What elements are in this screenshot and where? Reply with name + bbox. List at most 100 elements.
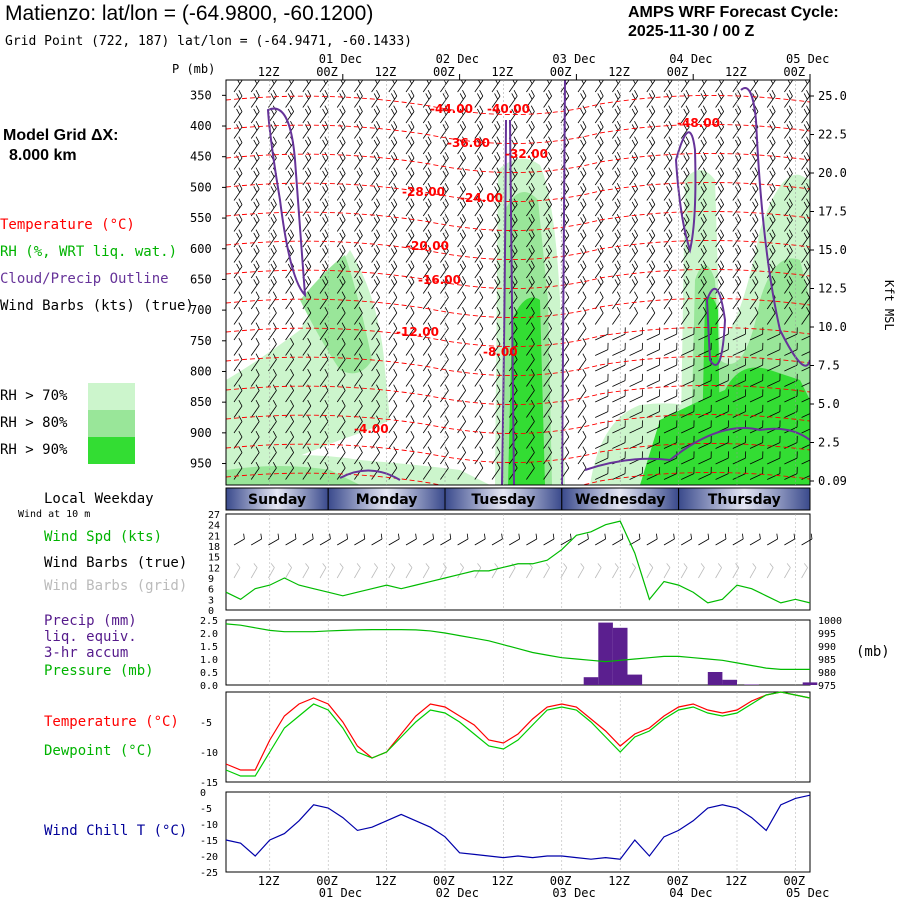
wind-barb-flag — [238, 136, 243, 143]
wind-barb-flag — [444, 461, 449, 469]
wind-barb — [594, 89, 604, 108]
wind-barb-shaft — [285, 421, 294, 434]
wind-barb-flag — [565, 229, 570, 236]
wind-barb-flag — [376, 244, 380, 252]
wind-barb-flag — [324, 89, 329, 97]
wind-barb-flag — [651, 151, 656, 159]
wind-barb-true-flag — [690, 533, 692, 540]
kft-tick-label: 15.0 — [818, 243, 847, 257]
wind-barb-shaft — [336, 219, 346, 232]
wind-barb-flag — [324, 384, 329, 391]
wind-barb — [474, 415, 484, 434]
wind-barb-flag — [599, 291, 604, 298]
wind-barb-flag — [806, 182, 810, 190]
wind-barb-flag — [796, 404, 798, 412]
wind-barb — [405, 167, 415, 186]
wind-barb-flag — [393, 275, 398, 283]
wind-barb-shaft — [440, 312, 449, 325]
wind-barb-flag — [513, 260, 518, 267]
wind-barb-grid-flag — [683, 563, 688, 568]
wind-barb-grid — [749, 563, 757, 579]
wind-barb — [336, 306, 346, 325]
wind-barb-flag — [786, 170, 791, 177]
wind-barb — [268, 89, 277, 108]
wind-barb — [543, 415, 552, 434]
wind-barb — [526, 306, 535, 325]
wind-barb-flag — [752, 279, 757, 286]
wind-barb-shaft — [732, 395, 746, 403]
wind-barb — [302, 260, 312, 279]
wind-barb-flag — [616, 198, 621, 205]
wind-barb — [801, 89, 810, 108]
wind-barb-shaft — [250, 359, 260, 372]
wind-barb-shaft — [698, 473, 712, 480]
wind-barb-flag — [272, 89, 277, 97]
wind-barb-flag — [530, 322, 535, 329]
wind-barb — [457, 322, 466, 341]
wind-barb — [422, 353, 432, 372]
wind-barb-flag — [425, 201, 430, 208]
wind-barb-shaft — [543, 173, 552, 186]
wind-barb-shaft — [285, 390, 294, 403]
wind-barb-flag — [479, 182, 484, 190]
kft-axis-label: Kft MSL — [882, 280, 896, 331]
wind-barb-flag — [390, 139, 395, 146]
wind-barb-shaft — [594, 250, 604, 263]
wind-barb-flag — [634, 260, 638, 267]
wind-barb — [508, 306, 518, 325]
wind-barb-flag — [717, 124, 722, 131]
wind-barb — [388, 182, 398, 201]
wind-barb-shaft — [250, 266, 260, 279]
wind-barb-shaft — [594, 297, 604, 310]
wind-barb — [285, 89, 294, 108]
bottom-date-label: 01 Dec — [319, 886, 362, 900]
wind-barb-flag — [307, 291, 312, 298]
wind-barb — [405, 384, 415, 403]
wind-barb-flag — [410, 306, 415, 314]
wind-barb-true-shaft — [302, 538, 314, 546]
wind-barb-flag — [290, 275, 294, 283]
wind-barb-flag — [479, 306, 484, 314]
wind-barb-flag — [479, 244, 484, 252]
wind-barb-shaft — [646, 349, 660, 356]
wind-barb-shaft — [371, 188, 380, 201]
bottom-hour-label: 12Z — [491, 874, 513, 888]
wind-barb-shaft — [354, 142, 363, 155]
temp-label: -44.00 — [430, 102, 473, 116]
wind-barb — [457, 461, 466, 480]
wind-barb-flag — [341, 244, 346, 252]
wind-barb-true-flag — [346, 533, 348, 540]
wind-barb-shaft — [595, 364, 609, 372]
wind-barb — [354, 105, 363, 124]
wind-barb-shaft — [715, 157, 724, 170]
wind-barb-flag — [752, 232, 757, 239]
wind-barb-shaft — [371, 235, 380, 248]
wind-barb-shaft — [354, 250, 363, 263]
wind-barb-shaft — [715, 250, 724, 263]
wind-barb-shaft — [319, 219, 329, 232]
wind-barb-flag — [393, 399, 398, 407]
isotherm — [226, 327, 810, 347]
wind-barb — [784, 198, 793, 217]
wind-barb-shaft — [663, 297, 673, 310]
wind-barb-shaft — [440, 95, 449, 108]
wind-barb-true — [526, 533, 538, 546]
wind-barb-shaft — [766, 142, 776, 155]
wind-barb-flag — [358, 291, 363, 298]
wind-barb-flag — [290, 213, 294, 221]
wind-barb-flag — [290, 244, 294, 252]
wind-barb-flag — [494, 217, 499, 224]
wind-barb-shaft — [698, 281, 707, 294]
wind-barb-true-shaft — [440, 538, 451, 546]
wind-barb — [749, 373, 764, 387]
wind-barb-flag — [700, 201, 705, 208]
wind-barb — [302, 415, 312, 434]
wind-barb-flag — [734, 124, 739, 131]
wind-barb-shaft — [371, 297, 380, 310]
wind-barb-shaft — [405, 328, 415, 341]
wind-barb-flag — [272, 275, 277, 283]
wind-barb — [680, 291, 690, 310]
wind-barb-flag — [479, 353, 484, 360]
wind-barb — [766, 213, 776, 232]
wind-barb-flag — [324, 213, 329, 221]
